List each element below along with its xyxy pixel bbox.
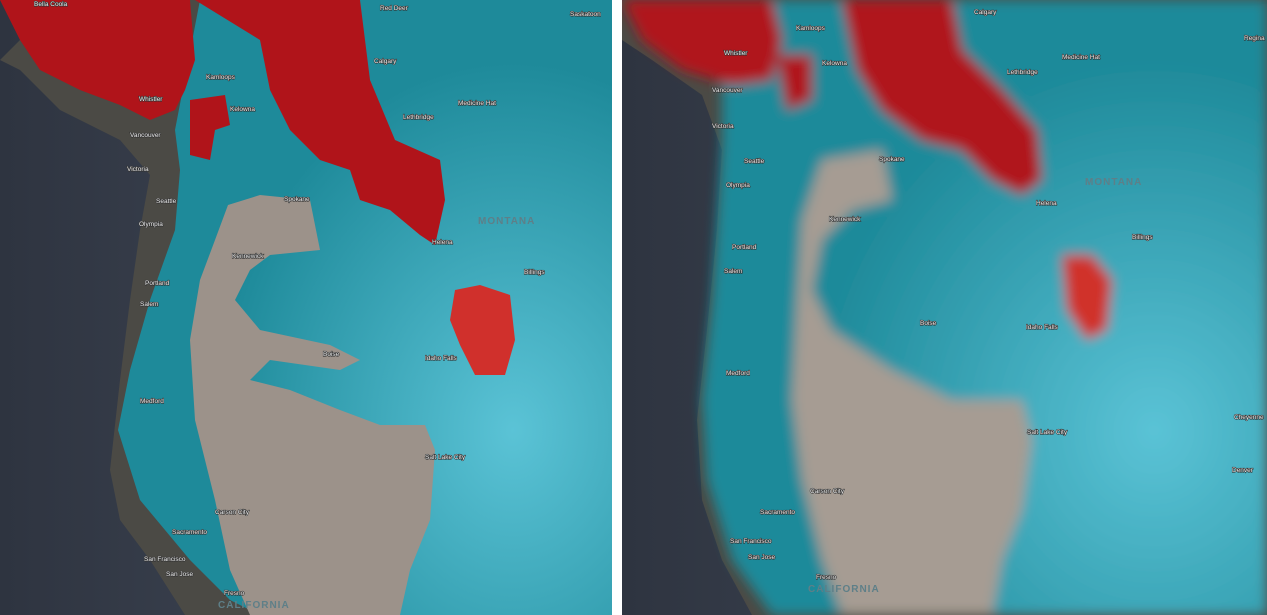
place-label: Bella Coola: [34, 1, 68, 8]
place-label: Boise: [920, 320, 937, 327]
red-regions: [622, 0, 1112, 340]
place-label: Medicine Hat: [458, 100, 496, 107]
place-label: Idaho Falls: [1026, 324, 1059, 331]
place-label: Cheyenne: [1234, 414, 1264, 421]
place-label: Helena: [432, 239, 453, 246]
place-label: Kelowna: [230, 106, 255, 113]
place-label: Calgary: [374, 58, 397, 65]
place-label: San Jose: [166, 571, 193, 578]
place-label: Olympia: [726, 182, 750, 189]
place-label: Calgary: [974, 9, 997, 16]
place-label: Carson City: [215, 509, 250, 516]
place-label: Medford: [726, 370, 750, 377]
place-label: Red Deer: [380, 5, 409, 12]
map-panel-right[interactable]: Calgary Regina Kamloops Whistler Kelowna…: [622, 0, 1267, 615]
place-label: Regina: [1244, 35, 1265, 42]
place-label: Lethbridge: [1007, 69, 1038, 76]
state-label: CALIFORNIA: [218, 600, 290, 611]
place-label: Idaho Falls: [425, 355, 458, 362]
place-label: Billings: [524, 269, 545, 276]
place-label: Helena: [1036, 200, 1057, 207]
place-label: Denver: [1232, 467, 1254, 474]
map-labels: Calgary Regina Kamloops Whistler Kelowna…: [711, 8, 1265, 595]
place-label: Whistler: [139, 96, 163, 103]
state-label: CALIFORNIA: [808, 584, 880, 595]
place-label: Fresno: [224, 590, 245, 597]
map-labels: Bella Coola Red Deer Saskatoon Calgary K…: [33, 0, 601, 611]
place-label: Spokane: [879, 156, 905, 163]
place-label: San Francisco: [144, 556, 186, 563]
place-label: Kamloops: [796, 25, 826, 32]
place-label: Kamloops: [206, 74, 236, 81]
place-label: Victoria: [712, 123, 734, 130]
place-label: Salem: [724, 268, 742, 275]
place-label: Medicine Hat: [1062, 54, 1100, 61]
beige-region: [190, 195, 435, 615]
place-label: Lethbridge: [403, 114, 434, 121]
place-label: Saskatoon: [570, 11, 601, 18]
place-label: Vancouver: [712, 87, 743, 94]
place-label: Salt Lake City: [1027, 429, 1068, 436]
place-label: Victoria: [127, 166, 149, 173]
place-label: Vancouver: [130, 132, 161, 139]
place-label: Kelowna: [822, 60, 847, 67]
place-label: San Francisco: [730, 538, 772, 545]
beige-region: [792, 150, 1032, 615]
place-label: Carson City: [810, 488, 845, 495]
place-label: San Jose: [748, 554, 775, 561]
place-label: Portland: [145, 280, 170, 287]
place-label: Seattle: [744, 158, 765, 165]
map-panel-left[interactable]: Bella Coola Red Deer Saskatoon Calgary K…: [0, 0, 612, 615]
place-label: Sacramento: [172, 529, 207, 536]
place-label: Kennewick: [829, 216, 861, 223]
place-label: Salt Lake City: [425, 454, 466, 461]
place-label: Kennewick: [232, 253, 264, 260]
place-label: Medford: [140, 398, 164, 405]
place-label: Olympia: [139, 221, 163, 228]
state-label: MONTANA: [1085, 177, 1142, 188]
state-label: MONTANA: [478, 216, 535, 227]
place-label: Spokane: [284, 196, 310, 203]
place-label: Portland: [732, 244, 757, 251]
place-label: Sacramento: [760, 509, 795, 516]
place-label: Boise: [323, 351, 340, 358]
place-label: Seattle: [156, 198, 177, 205]
place-label: Fresno: [816, 574, 837, 581]
place-label: Salem: [140, 301, 158, 308]
place-label: Whistler: [724, 50, 748, 57]
place-label: Billings: [1132, 234, 1153, 241]
red-regions: [0, 0, 515, 375]
